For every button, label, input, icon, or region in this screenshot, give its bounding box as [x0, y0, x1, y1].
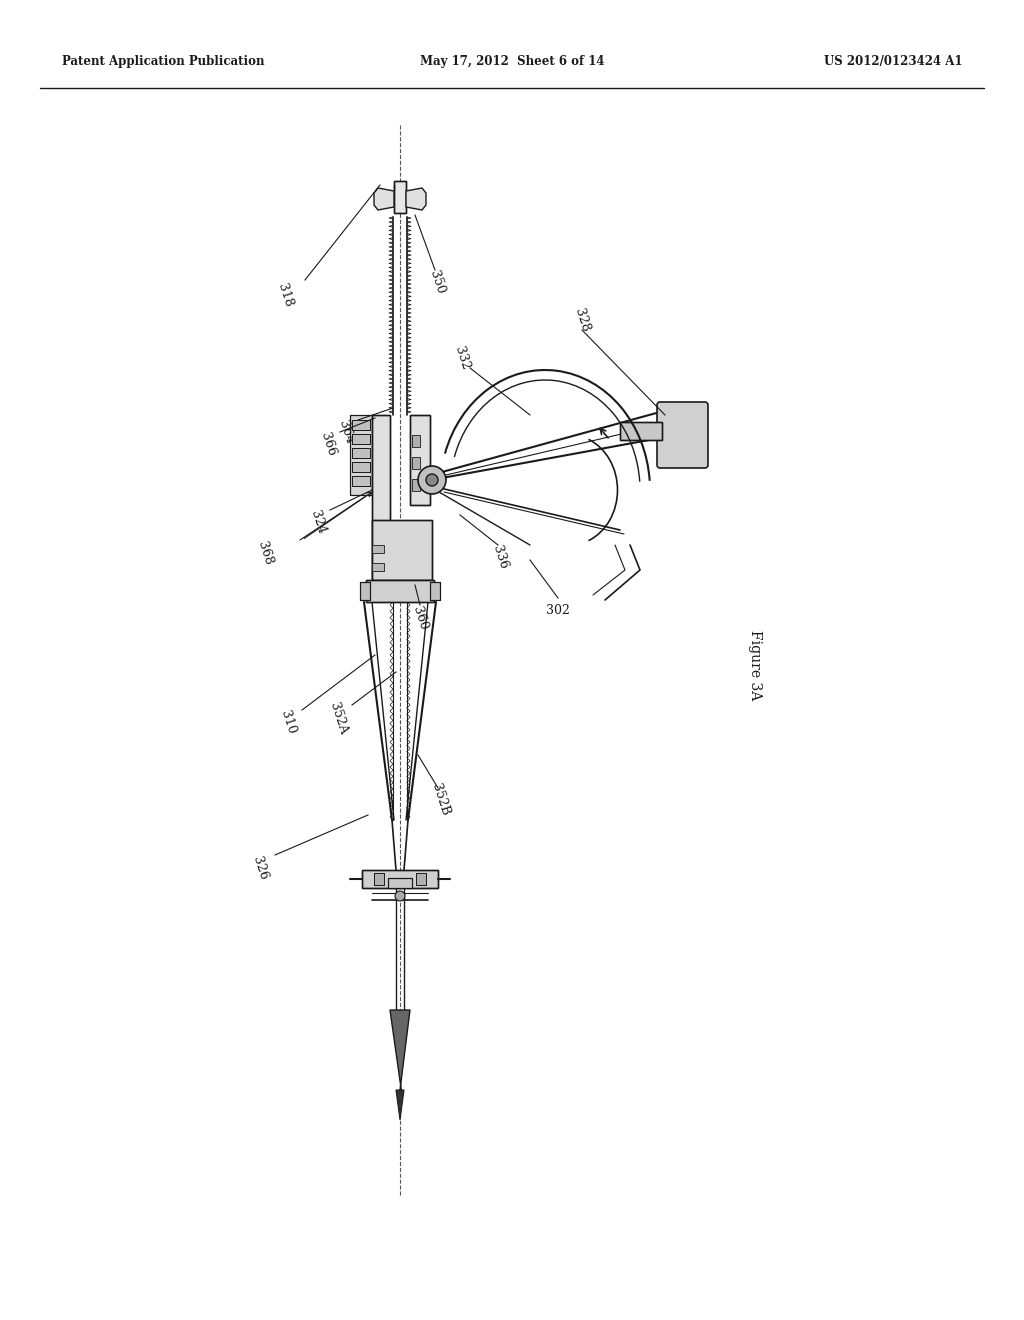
Text: 336: 336	[490, 544, 510, 570]
Bar	[366, 579, 434, 602]
Bar	[352, 434, 370, 444]
Bar	[394, 181, 406, 213]
Bar	[388, 878, 412, 888]
Text: 324: 324	[308, 508, 328, 536]
Bar	[362, 870, 438, 888]
Text: 364: 364	[336, 418, 356, 445]
Bar	[350, 414, 372, 495]
Bar	[352, 477, 370, 486]
Text: 310: 310	[279, 709, 298, 735]
Text: US 2012/0123424 A1: US 2012/0123424 A1	[823, 55, 962, 69]
Bar	[416, 873, 426, 884]
Bar	[360, 582, 370, 601]
Bar	[372, 581, 384, 589]
Bar	[374, 873, 384, 884]
FancyBboxPatch shape	[657, 403, 708, 469]
Text: May 17, 2012  Sheet 6 of 14: May 17, 2012 Sheet 6 of 14	[420, 55, 604, 69]
Polygon shape	[396, 1090, 404, 1119]
Bar	[410, 414, 430, 506]
Text: 366: 366	[318, 430, 338, 458]
Bar	[352, 420, 370, 430]
Polygon shape	[390, 1010, 410, 1096]
Circle shape	[418, 466, 446, 494]
Bar	[372, 520, 432, 579]
Bar	[372, 545, 384, 553]
Bar	[352, 462, 370, 473]
Bar	[362, 870, 438, 888]
Bar	[350, 414, 372, 495]
Polygon shape	[374, 187, 394, 210]
Bar	[360, 582, 370, 601]
Bar	[620, 422, 662, 440]
Text: 352B: 352B	[429, 783, 452, 817]
Text: 318: 318	[275, 281, 295, 309]
Bar	[372, 414, 390, 579]
Bar	[352, 447, 370, 458]
Bar	[352, 462, 370, 473]
Bar	[366, 579, 434, 602]
Text: 302: 302	[546, 603, 570, 616]
Polygon shape	[406, 187, 426, 210]
Bar	[394, 181, 406, 213]
Text: 368: 368	[255, 540, 274, 566]
Bar	[372, 564, 384, 572]
Text: 352A: 352A	[327, 701, 349, 735]
Circle shape	[395, 891, 406, 902]
Bar	[410, 414, 430, 506]
Text: Figure 3A: Figure 3A	[748, 630, 762, 700]
Bar	[352, 447, 370, 458]
Text: 332: 332	[453, 345, 472, 371]
Bar	[412, 436, 420, 447]
Bar	[430, 582, 440, 601]
Text: 326: 326	[250, 854, 270, 882]
Text: 360: 360	[410, 605, 430, 631]
Circle shape	[426, 474, 438, 486]
Text: 350: 350	[427, 269, 446, 296]
Text: 328: 328	[572, 306, 592, 334]
Bar	[412, 479, 420, 491]
Bar	[374, 873, 384, 884]
Text: Patent Application Publication: Patent Application Publication	[62, 55, 264, 69]
Bar	[372, 520, 432, 579]
Bar	[412, 457, 420, 469]
Bar	[416, 873, 426, 884]
Bar	[388, 878, 412, 888]
Bar	[352, 477, 370, 486]
Bar	[430, 582, 440, 601]
Bar	[352, 420, 370, 430]
Bar	[620, 422, 662, 440]
Bar	[352, 434, 370, 444]
Bar	[372, 414, 390, 579]
